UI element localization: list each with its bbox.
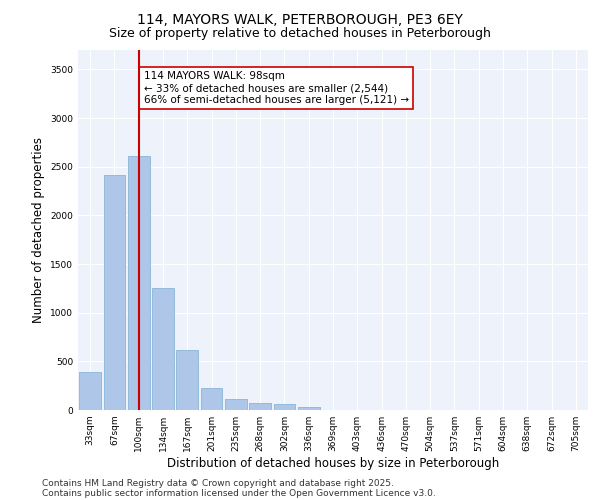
Bar [298,407,320,410]
Y-axis label: Number of detached properties: Number of detached properties [32,137,44,323]
Text: 114, MAYORS WALK, PETERBOROUGH, PE3 6EY: 114, MAYORS WALK, PETERBOROUGH, PE3 6EY [137,12,463,26]
Text: 114 MAYORS WALK: 98sqm
← 33% of detached houses are smaller (2,544)
66% of semi-: 114 MAYORS WALK: 98sqm ← 33% of detached… [143,72,409,104]
Bar [79,372,101,410]
Bar [104,174,125,410]
Bar [225,400,247,410]
Bar [200,388,223,410]
Bar [152,288,174,410]
Text: Size of property relative to detached houses in Peterborough: Size of property relative to detached ho… [109,28,491,40]
Bar [176,350,198,410]
X-axis label: Distribution of detached houses by size in Peterborough: Distribution of detached houses by size … [167,457,499,470]
Text: Contains public sector information licensed under the Open Government Licence v3: Contains public sector information licen… [42,488,436,498]
Text: Contains HM Land Registry data © Crown copyright and database right 2025.: Contains HM Land Registry data © Crown c… [42,478,394,488]
Bar [249,402,271,410]
Bar [274,404,295,410]
Bar [128,156,149,410]
